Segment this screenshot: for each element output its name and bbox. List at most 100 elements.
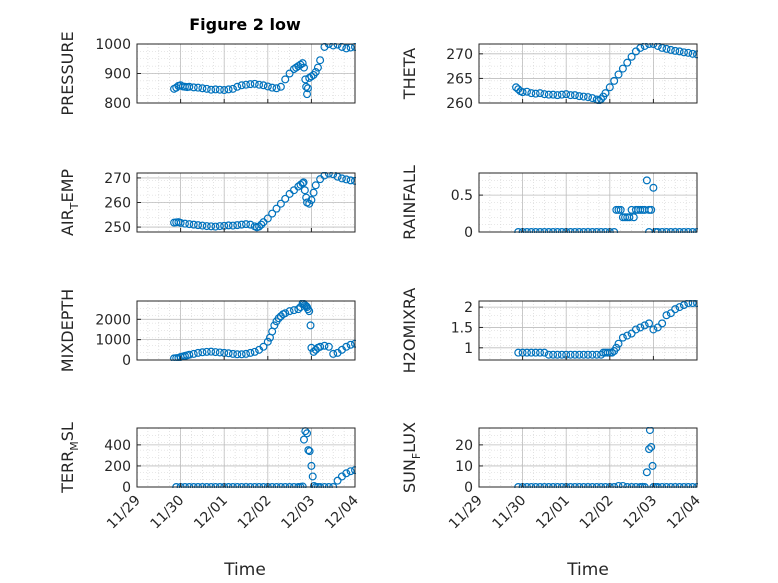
y-tick-label: 800 <box>104 96 131 112</box>
data-point <box>281 309 290 318</box>
y-tick-label: 0 <box>464 225 473 241</box>
y-tick-label: 20 <box>455 438 473 454</box>
panel-theta: 260 265 270 THETA <box>400 43 698 112</box>
data-point <box>612 343 621 352</box>
data-point <box>614 481 623 488</box>
data-point <box>666 309 675 318</box>
data-point <box>299 435 308 444</box>
data-point <box>653 323 662 332</box>
data-point <box>346 467 355 476</box>
y-tick-label: 2 <box>464 300 473 316</box>
data-point <box>642 468 651 477</box>
y-axis-label: PRESSURE <box>58 31 77 115</box>
data-point <box>237 220 246 229</box>
data-point <box>640 43 649 50</box>
data-point <box>549 90 558 99</box>
data-point <box>647 205 656 214</box>
data-point <box>597 95 606 104</box>
data-point <box>311 181 320 190</box>
data-point <box>202 84 211 93</box>
data-point <box>623 58 632 67</box>
data-point <box>536 89 545 98</box>
series-points <box>170 43 356 99</box>
data-point <box>583 350 592 359</box>
data-point <box>605 83 614 92</box>
data-point <box>544 90 553 99</box>
data-point <box>324 342 333 351</box>
data-point <box>233 221 242 230</box>
data-point <box>329 43 338 50</box>
data-point <box>645 445 654 454</box>
data-point <box>653 43 662 50</box>
data-point <box>268 209 277 218</box>
data-point <box>557 90 566 99</box>
data-point <box>263 337 272 346</box>
axes-box <box>478 172 698 233</box>
data-point <box>220 86 229 95</box>
data-point <box>298 179 307 188</box>
data-point <box>211 85 220 94</box>
data-point <box>198 221 207 230</box>
data-point <box>250 79 259 88</box>
data-point <box>666 45 675 54</box>
panel-mixdepth: 0 1000 2000 MIXDEPTH <box>58 289 356 372</box>
axes-box <box>136 300 356 361</box>
y-tick-label: 1.5 <box>451 320 473 336</box>
data-point <box>579 92 588 101</box>
data-point <box>562 90 571 99</box>
data-point <box>309 188 318 197</box>
data-point <box>614 339 623 348</box>
data-point <box>645 205 654 214</box>
axes-box <box>478 43 698 104</box>
y-tick-label: 265 <box>446 71 473 87</box>
data-point <box>679 301 688 310</box>
data-point <box>629 213 638 222</box>
data-point <box>346 340 355 349</box>
data-point <box>263 82 272 91</box>
data-point <box>662 44 671 53</box>
data-point <box>303 84 312 93</box>
data-point <box>621 213 630 222</box>
data-point <box>194 83 203 92</box>
data-point <box>285 69 294 78</box>
data-point <box>294 305 303 314</box>
data-point <box>645 427 654 435</box>
y-tick-label: 250 <box>104 220 131 236</box>
data-point <box>303 90 312 99</box>
data-point <box>304 446 313 455</box>
data-point <box>320 341 329 350</box>
data-point <box>607 348 616 357</box>
data-point <box>246 348 255 357</box>
data-point <box>306 321 315 330</box>
data-point <box>309 347 318 356</box>
data-point <box>211 348 220 357</box>
data-point <box>527 348 536 357</box>
data-point <box>233 82 242 91</box>
data-point <box>675 47 684 56</box>
data-point <box>618 333 627 342</box>
data-point <box>303 305 312 314</box>
data-point <box>636 43 645 52</box>
data-point <box>255 80 264 89</box>
data-point <box>298 482 307 488</box>
data-point <box>246 220 255 229</box>
y-tick-label: 10 <box>455 459 473 475</box>
data-point <box>522 348 531 357</box>
y-tick-label: 1000 <box>95 37 131 53</box>
data-point <box>649 183 658 192</box>
figure-title: Figure 2 low <box>189 15 301 34</box>
data-point <box>242 80 251 89</box>
data-point <box>285 307 294 316</box>
data-point <box>242 349 251 358</box>
y-tick-label: 270 <box>104 171 131 187</box>
data-point <box>246 80 255 89</box>
data-point <box>684 300 693 308</box>
data-point <box>518 88 527 97</box>
data-point <box>553 91 562 100</box>
data-point <box>207 85 216 94</box>
y-axis-label: TERRMSL <box>58 422 81 494</box>
data-point <box>305 307 314 316</box>
data-point <box>647 442 656 451</box>
y-tick-label: 260 <box>446 96 473 112</box>
